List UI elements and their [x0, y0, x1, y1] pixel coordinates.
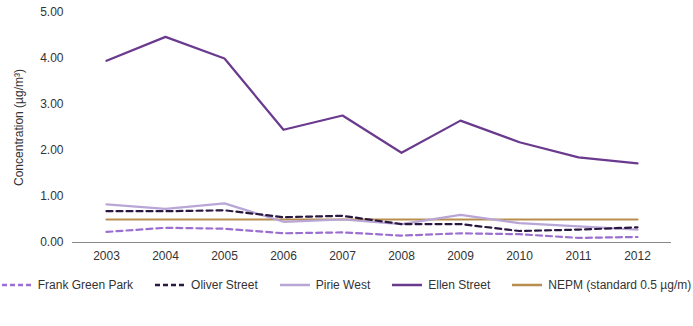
svg-text:0.00: 0.00: [40, 235, 64, 249]
svg-text:2007: 2007: [329, 249, 356, 263]
svg-text:2012: 2012: [624, 249, 651, 263]
html-text:Pirie West: Pirie West: [315, 278, 371, 292]
html-text:NEPM (standard 0.5 µg/m): NEPM (standard 0.5 µg/m): [548, 278, 692, 292]
svg-text:2005: 2005: [211, 249, 238, 263]
svg-text:1.00: 1.00: [40, 189, 64, 203]
html-text:Frank Green Park: Frank Green Park: [37, 278, 134, 292]
svg-text:Concentration (µg/m³): Concentration (µg/m³): [12, 69, 26, 186]
svg-text:3.00: 3.00: [40, 97, 64, 111]
svg-text:2004: 2004: [152, 249, 179, 263]
svg-text:4.00: 4.00: [40, 51, 64, 65]
svg-text:2.00: 2.00: [40, 143, 64, 157]
html-text:Ellen Street: Ellen Street: [428, 278, 491, 292]
html-text:Oliver Street: Oliver Street: [191, 278, 258, 292]
svg-text:2006: 2006: [270, 249, 297, 263]
svg-text:2009: 2009: [447, 249, 474, 263]
svg-text:2003: 2003: [93, 249, 120, 263]
svg-text:2008: 2008: [388, 249, 415, 263]
svg-text:2010: 2010: [506, 249, 533, 263]
svg-text:2011: 2011: [566, 249, 592, 263]
svg-text:5.00: 5.00: [40, 5, 64, 19]
